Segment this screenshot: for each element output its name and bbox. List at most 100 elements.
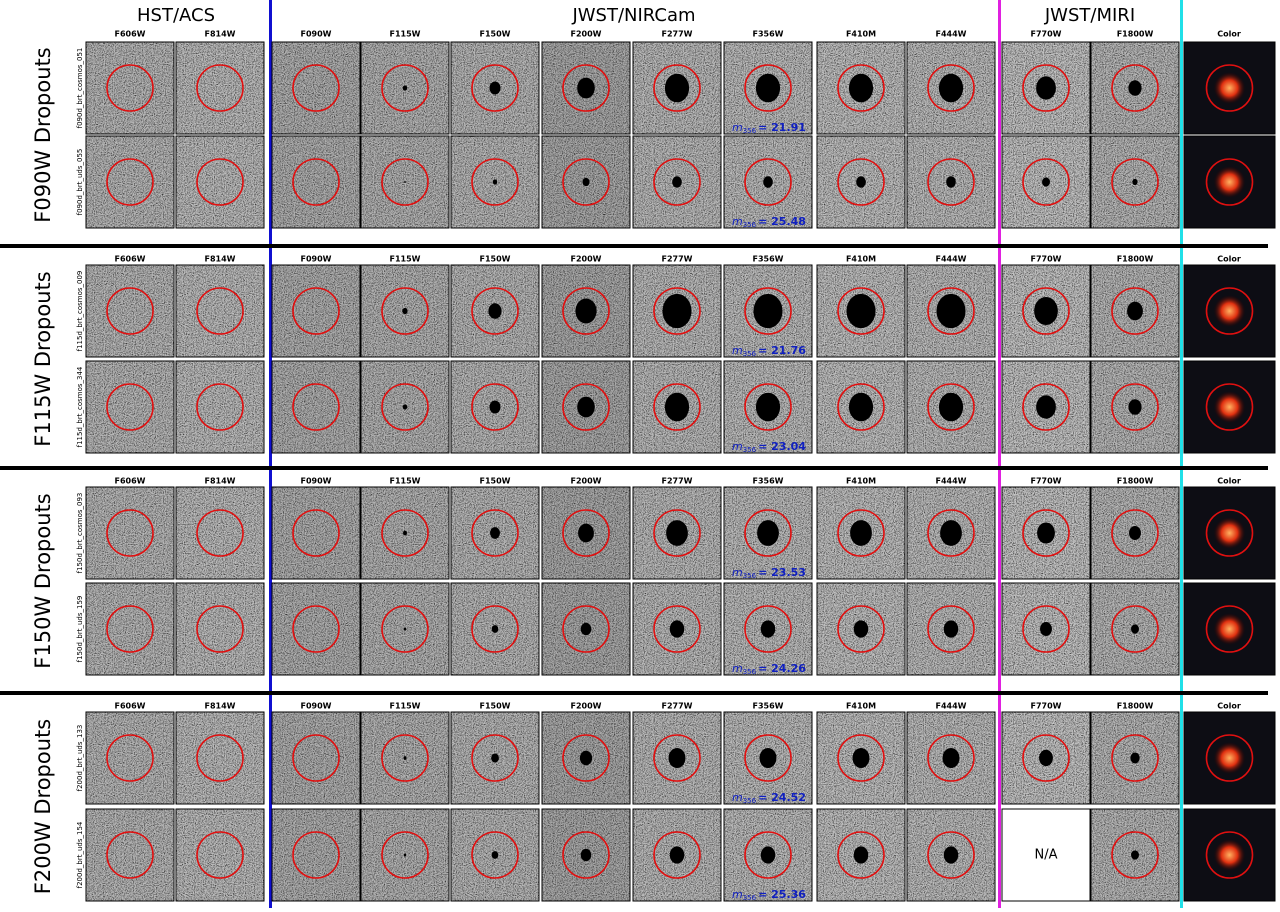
filter-label: F606W (115, 702, 146, 711)
stamp-noise (86, 361, 174, 453)
filter-label: F356W (753, 30, 784, 39)
aperture (471, 509, 519, 557)
source (1036, 76, 1056, 100)
aperture (1205, 734, 1254, 782)
aperture (653, 158, 701, 206)
source (1132, 178, 1138, 186)
stamp-noise (272, 809, 360, 901)
filter-label: Color (1217, 702, 1241, 711)
empty-stamp (1001, 808, 1091, 902)
aperture (196, 158, 244, 206)
mag-symbol: m (732, 662, 743, 675)
filter-label: F1800W (1117, 702, 1154, 711)
filter-label: F444W (936, 702, 967, 711)
aperture (562, 605, 610, 653)
filter-label: F115W (390, 30, 421, 39)
stamp-noise (272, 583, 360, 675)
aperture (292, 287, 340, 335)
stamp-noise (176, 809, 264, 901)
mag-value: = 24.52 (758, 791, 806, 804)
mag-symbol: m (732, 440, 743, 453)
filter-label: F090W (301, 255, 332, 264)
stamp-noise (176, 361, 264, 453)
magnitude-label: m356 = 25.48 (732, 215, 806, 229)
color-source (1213, 839, 1246, 871)
filter-label: Color (1217, 30, 1241, 39)
color-source (1213, 72, 1246, 104)
aperture (927, 605, 975, 653)
aperture (471, 605, 519, 653)
mag-value: = 21.76 (758, 344, 806, 357)
magnitude-label: m356 = 25.36 (732, 888, 806, 902)
aperture (927, 287, 975, 335)
color-source (1213, 742, 1246, 774)
filter-label: F200W (571, 477, 602, 486)
aperture (196, 734, 244, 782)
source (763, 176, 773, 188)
aperture (381, 734, 429, 782)
source (1040, 621, 1052, 637)
mag-band: 356 (743, 350, 757, 358)
aperture (927, 64, 975, 112)
source (1131, 850, 1139, 860)
aperture (744, 509, 792, 557)
filter-label: F410M (846, 30, 876, 39)
instrument-header: JWST/NIRCam (571, 5, 695, 26)
stamp-noise (272, 361, 360, 453)
aperture (744, 605, 792, 653)
source (1034, 296, 1058, 326)
aperture (653, 734, 701, 782)
aperture (653, 509, 701, 557)
aperture (381, 383, 429, 431)
group-label: F090W Dropouts (31, 47, 55, 222)
aperture (292, 383, 340, 431)
filter-label: F356W (753, 255, 784, 264)
filter-label: F277W (662, 255, 693, 264)
aperture (653, 287, 701, 335)
source (579, 750, 593, 766)
source (755, 392, 781, 422)
filter-label: F277W (662, 702, 693, 711)
filter-label: F200W (571, 255, 602, 264)
aperture (927, 383, 975, 431)
aperture (381, 158, 429, 206)
aperture (562, 287, 610, 335)
aperture (653, 605, 701, 653)
source (755, 73, 781, 103)
aperture (381, 64, 429, 112)
filter-label: Color (1217, 477, 1241, 486)
stamp-noise (176, 583, 264, 675)
source (666, 520, 688, 546)
aperture (1205, 64, 1254, 112)
source (578, 523, 594, 543)
magnitude-label: m356 = 21.91 (732, 121, 806, 135)
separator (0, 244, 1268, 248)
mag-symbol: m (732, 215, 743, 228)
aperture (1022, 605, 1070, 653)
filter-label: F606W (115, 255, 146, 264)
mag-symbol: m (732, 344, 743, 357)
mag-band: 356 (743, 668, 757, 676)
source (943, 846, 959, 864)
aperture (1022, 287, 1070, 335)
source (852, 747, 870, 769)
source (946, 176, 956, 188)
filter-label: F606W (115, 477, 146, 486)
filter-label: F410M (846, 702, 876, 711)
instrument-header: HST/ACS (137, 5, 215, 26)
filter-label: F277W (662, 477, 693, 486)
aperture (1111, 831, 1159, 879)
filter-label: F444W (936, 477, 967, 486)
source (856, 176, 866, 188)
mag-value: = 25.48 (758, 215, 806, 228)
filter-label: F150W (480, 702, 511, 711)
aperture (1205, 383, 1254, 431)
source (1128, 80, 1142, 96)
color-source (1213, 295, 1246, 327)
aperture (1205, 287, 1254, 335)
aperture (1111, 509, 1159, 557)
color-source (1213, 613, 1246, 645)
filter-label: F444W (936, 255, 967, 264)
aperture (1111, 287, 1159, 335)
filter-label: F200W (571, 30, 602, 39)
